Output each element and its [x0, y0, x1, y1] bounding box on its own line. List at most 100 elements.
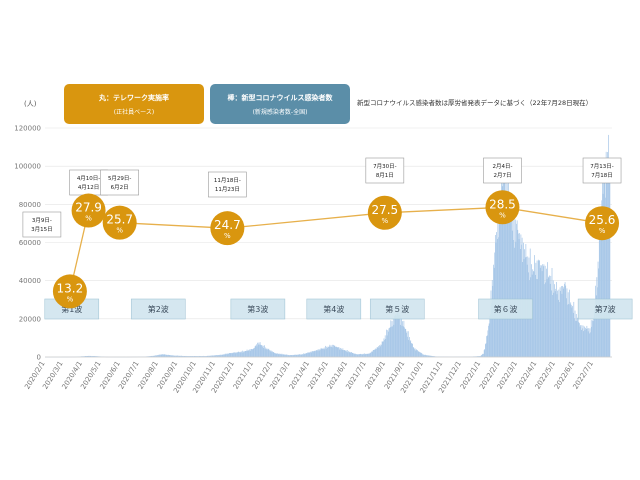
infection-bar: [606, 179, 608, 357]
period-label: 7月18日: [591, 172, 613, 179]
infection-bar: [220, 354, 222, 357]
infection-bar: [171, 355, 173, 357]
infection-bar: [307, 353, 308, 357]
infection-bar: [175, 355, 176, 357]
infection-bar: [552, 294, 553, 357]
infection-bar: [295, 354, 296, 357]
infection-bar: [580, 329, 582, 357]
infection-bar: [186, 356, 188, 357]
infection-bar: [520, 234, 522, 357]
infection-bar: [229, 353, 231, 357]
infection-bar: [344, 350, 346, 357]
infection-bar: [252, 349, 254, 357]
infection-bar: [537, 279, 539, 357]
infection-bar: [254, 347, 255, 357]
infection-bar: [539, 267, 541, 357]
period-label: 8月1日: [376, 172, 394, 179]
infection-bar: [325, 348, 327, 357]
infection-bar: [205, 356, 207, 357]
infection-bar: [274, 353, 275, 357]
infection-bar: [571, 307, 573, 357]
infection-bar: [479, 356, 481, 357]
infection-bar: [155, 355, 156, 357]
infection-bar: [164, 354, 166, 357]
infection-bar: [364, 354, 366, 357]
period-label: 4月12日: [78, 184, 100, 191]
infection-bar: [373, 349, 374, 357]
infection-bar: [573, 301, 575, 357]
infection-bar: [310, 351, 311, 357]
infection-bar: [600, 212, 602, 357]
infection-bar: [404, 328, 406, 357]
infection-bar: [267, 349, 269, 357]
infection-bar: [583, 326, 585, 357]
infection-bar: [91, 356, 92, 357]
infection-bar: [377, 347, 379, 357]
infection-bar: [166, 354, 168, 357]
infection-bar: [162, 354, 163, 357]
infection-bar: [217, 355, 219, 357]
infection-bar: [549, 283, 551, 357]
infection-bar: [175, 355, 177, 357]
infection-bar: [424, 355, 426, 357]
infection-bar: [283, 354, 285, 357]
infection-bar: [397, 315, 399, 357]
infection-bar: [602, 193, 604, 357]
infection-bar: [425, 354, 427, 357]
infection-bar: [174, 355, 176, 357]
infection-bar: [404, 327, 405, 357]
infection-bar: [356, 354, 357, 357]
infection-bar: [561, 293, 563, 357]
infection-bar: [351, 352, 353, 357]
infection-bar: [219, 355, 221, 357]
infection-bar: [371, 351, 372, 357]
infection-bar: [358, 354, 360, 357]
infection-bar: [285, 354, 286, 357]
infection-bar: [323, 347, 325, 357]
infection-bar: [305, 353, 307, 357]
wave-box: [230, 298, 286, 320]
infection-bar: [289, 355, 291, 357]
infection-bar: [166, 355, 168, 357]
infection-bar: [191, 356, 193, 357]
infection-bar: [389, 327, 391, 357]
period-label: 7月13日-: [590, 163, 613, 170]
percent-sign: %: [67, 295, 74, 303]
infection-bar: [376, 347, 378, 357]
infection-bar: [555, 281, 557, 357]
infection-bar: [425, 355, 427, 357]
infection-bar: [400, 324, 402, 357]
infection-bar: [429, 355, 431, 357]
infection-bar: [411, 343, 413, 357]
infection-bar: [227, 353, 229, 357]
infection-bar: [391, 326, 392, 357]
infection-bar: [608, 134, 610, 357]
infection-bar: [336, 347, 338, 357]
infection-bar: [309, 352, 311, 357]
infection-bar: [576, 321, 578, 357]
period-box: [483, 157, 522, 184]
infection-bar: [264, 349, 266, 357]
infection-bar: [232, 352, 234, 357]
infection-bar: [397, 311, 399, 357]
infection-bar: [372, 350, 374, 357]
infection-bar: [316, 349, 318, 357]
infection-bar: [325, 345, 326, 357]
infection-bar: [315, 350, 317, 357]
infection-bar: [511, 216, 512, 357]
infection-bar: [186, 356, 188, 357]
infection-bar: [546, 279, 548, 357]
infection-bar: [328, 346, 330, 357]
infection-bar: [480, 356, 481, 357]
period-label: 5月29日-: [108, 175, 131, 182]
infection-bar: [291, 355, 293, 357]
infection-bar: [430, 355, 432, 357]
y-tick-label: 20000: [19, 315, 41, 323]
infection-bar: [579, 326, 581, 357]
period-label: 3月15日: [31, 226, 53, 233]
infection-bar: [249, 349, 250, 357]
infection-bar: [562, 285, 563, 357]
infection-bar: [236, 352, 237, 357]
infection-bar: [183, 356, 184, 357]
infection-bar: [91, 355, 93, 357]
